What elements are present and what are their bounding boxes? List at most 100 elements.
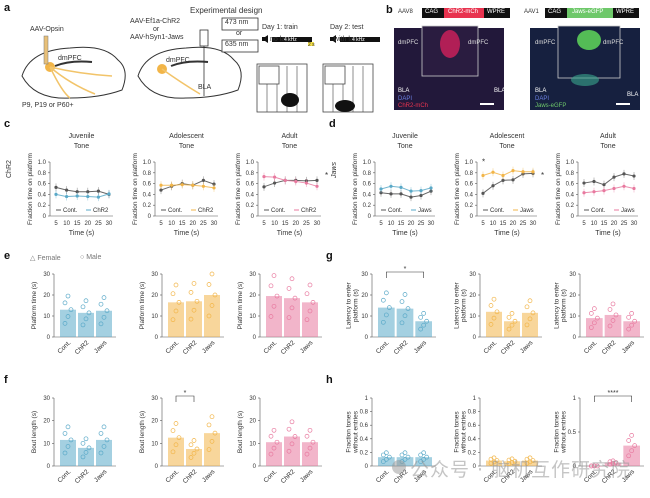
data-point — [289, 419, 295, 425]
data-point — [65, 424, 71, 430]
x-tick-label: Jaws — [201, 339, 217, 355]
data-point — [180, 183, 184, 187]
bar-cont — [378, 307, 395, 337]
bar-cont — [60, 309, 76, 337]
x-tick-label: 25 — [418, 221, 425, 227]
or-label-2: or — [236, 30, 243, 37]
bar-cont — [486, 460, 502, 466]
chart-title: Adult — [600, 133, 616, 140]
y-tick-label: 0.4 — [363, 192, 372, 198]
y-tick-label: 0 — [155, 335, 159, 341]
data-point — [610, 301, 616, 307]
data-point — [418, 459, 424, 464]
x-tick-label: Jaws — [93, 339, 109, 355]
bar-chr2 — [186, 449, 202, 466]
data-point — [488, 322, 494, 327]
x-tick-label: 20 — [408, 221, 415, 227]
chart-title: Tone — [397, 143, 412, 150]
x-tick-label: 10 — [388, 221, 395, 227]
data-point — [632, 186, 636, 191]
data-point — [86, 445, 92, 451]
data-point — [75, 194, 79, 198]
data-point — [62, 300, 68, 306]
y-axis-label: Latency to enter — [454, 281, 461, 328]
data-point — [582, 181, 586, 185]
shock-label: 2 s — [308, 42, 315, 48]
x-tick-label: 15 — [74, 221, 81, 227]
y-tick-label: 30 — [249, 272, 256, 278]
y-tick-label: 0 — [473, 464, 477, 470]
data-point — [170, 449, 176, 455]
data-point — [194, 446, 200, 452]
y-tick-label: 0 — [155, 464, 159, 470]
legend-label: Cont. — [271, 208, 286, 214]
series-line-control — [160, 179, 215, 191]
x-axis-label: Time (s) — [69, 230, 94, 237]
data-point — [191, 438, 197, 443]
data-point — [310, 439, 316, 445]
laser-635-box — [221, 39, 259, 53]
y-tick-label: 0.6 — [38, 182, 47, 188]
x-tick-label: 20 — [189, 221, 196, 227]
data-point — [98, 301, 104, 307]
y-tick-label: 20 — [151, 293, 158, 299]
data-point — [80, 440, 86, 446]
data-point — [307, 308, 313, 314]
significance-bracket — [594, 395, 632, 402]
y-axis-label: Fraction time on platform — [27, 153, 34, 225]
y-tick-label: 0.6 — [465, 182, 474, 188]
data-point — [607, 323, 613, 329]
legend-label: Cont. — [63, 208, 78, 214]
experimental-design-title: Experimental design — [190, 6, 263, 15]
data-point — [268, 433, 274, 439]
chart-h-juvenile: 0 0.2 0.4 0.6 0.8 1 Fraction tones without entr… — [346, 396, 436, 485]
row-label-chr2: ChR2 — [6, 160, 13, 178]
bar-chr2 — [78, 447, 94, 466]
speaker-icon-2 — [330, 35, 336, 43]
data-point — [383, 450, 389, 456]
x-tick-label: 30 — [106, 221, 113, 227]
y-tick-label: 0.4 — [465, 192, 474, 198]
data-point — [271, 427, 277, 433]
construct1-gene — [444, 8, 484, 18]
data-point — [588, 325, 594, 330]
data-point — [607, 459, 613, 465]
data-point — [610, 318, 616, 323]
panel-label-h: h — [326, 374, 333, 386]
data-point — [481, 191, 485, 195]
data-point — [289, 276, 295, 282]
legend-label: Cont. — [591, 208, 606, 214]
significance-marker: * — [325, 171, 328, 180]
construct2-cag — [545, 8, 567, 18]
chart-f-adolescent: 0 10 20 30 Bout length (s) Cont. ChR2 Jaws * — [139, 390, 224, 485]
y-axis-label: Fraction tones — [554, 411, 561, 453]
data-point — [315, 184, 319, 188]
legend-label: ChR2 — [198, 208, 214, 214]
y-axis-label: Bout length (s) — [237, 411, 244, 453]
significance-marker-point: * — [482, 158, 485, 167]
data-point — [389, 192, 393, 196]
region-bla: BLA — [198, 84, 212, 91]
data-point — [68, 437, 74, 443]
chart-f-adult: 0 10 20 30 Bout length (s) Cont. ChR2 Jaws — [237, 396, 322, 485]
x-tick-label: ChR2 — [500, 339, 517, 356]
data-point — [424, 318, 430, 324]
y-tick-label: 20 — [361, 293, 368, 299]
legend-label: Cont. — [168, 208, 183, 214]
data-point — [62, 431, 68, 436]
data-point — [96, 195, 100, 199]
data-point — [209, 271, 215, 277]
y-tick-label: 10 — [569, 314, 576, 320]
chart-c-juvenile: Juvenile Tone 0 0.2 0.4 0.6 0.8 1.0 5 10 15 20 25 30 T… — [27, 133, 113, 237]
y-tick-label: 10 — [469, 314, 476, 320]
data-point — [86, 190, 90, 194]
data-point — [65, 293, 71, 299]
x-tick-label: 30 — [631, 221, 638, 227]
data-point — [409, 189, 413, 193]
data-point — [592, 190, 596, 194]
data-point — [83, 316, 89, 322]
x-tick-label: 10 — [591, 221, 598, 227]
x-tick-label: 25 — [200, 221, 207, 227]
panel-label-f: f — [4, 374, 8, 386]
y-tick-label: 0.8 — [468, 410, 477, 416]
